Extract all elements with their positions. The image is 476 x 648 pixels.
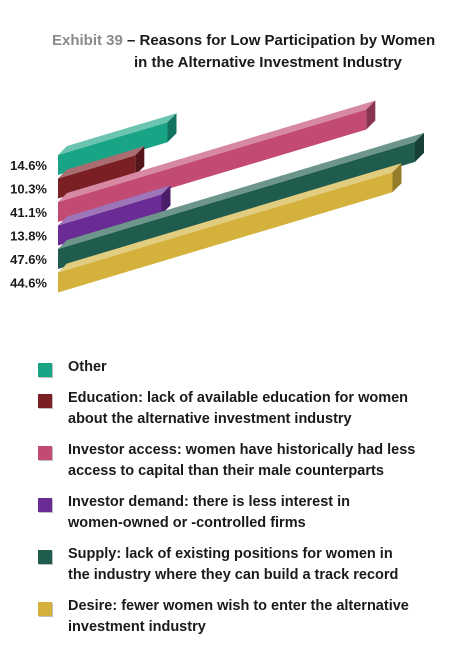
bar-2-front <box>58 155 136 199</box>
bar-5-top <box>58 132 424 249</box>
data-label-2: 10.3% <box>10 182 47 197</box>
legend-swatch <box>38 446 52 460</box>
legend-label: Desire: fewer women wish to enter the al… <box>68 598 409 635</box>
legend-item: Investor demand: there is less interest … <box>36 492 466 534</box>
legend-swatch <box>38 498 52 512</box>
bar-4 <box>58 185 171 246</box>
bar-3-top <box>58 100 376 202</box>
legend-swatch <box>38 363 52 377</box>
bar-6-end <box>392 163 402 193</box>
legend-item: Investor access: women have historically… <box>36 440 466 482</box>
bar-5-front <box>58 141 415 269</box>
bar-6 <box>58 163 402 293</box>
bar-3-front <box>58 109 367 222</box>
data-label-4: 13.8% <box>10 229 47 244</box>
legend-item: Other <box>36 357 466 378</box>
bar-1 <box>58 113 177 175</box>
bar-3-end <box>366 100 376 130</box>
bar-6-top <box>58 163 402 273</box>
legend-label: Investor demand: there is less interest … <box>68 494 351 531</box>
bar-1-front <box>58 122 168 175</box>
title-text-1: – Reasons for Low Participation by Women <box>122 32 436 49</box>
bar-3 <box>58 100 376 222</box>
bar-2-end <box>135 146 145 176</box>
bar-2-top <box>58 146 145 179</box>
data-label-6: 44.6% <box>10 276 47 291</box>
bar-2 <box>58 146 145 199</box>
legend-swatch <box>38 394 52 408</box>
title-line-2: in the Alternative Investment Industry <box>134 54 402 71</box>
legend-label: Supply: lack of existing positions for w… <box>68 546 399 583</box>
legend-swatch <box>38 550 52 564</box>
legend-item: Education: lack of available education f… <box>36 388 466 430</box>
exhibit-number: Exhibit 39 <box>52 32 123 49</box>
bar-4-front <box>58 194 162 246</box>
bar-1-end <box>167 113 177 143</box>
chart-legend: Other Education: lack of available educat… <box>36 357 466 648</box>
bar-4-top <box>58 185 171 226</box>
bar-chart: 14.6% 10.3% 41.1% 13.8% 47.6% 44.6% <box>10 100 424 293</box>
data-label-5: 47.6% <box>10 252 47 267</box>
legend-item: Supply: lack of existing positions for w… <box>36 544 466 586</box>
chart-title: Exhibit 39 – Reasons for Low Participati… <box>52 30 468 74</box>
bar-5 <box>58 132 424 269</box>
legend-swatch <box>38 602 52 616</box>
legend-label: Investor access: women have historically… <box>68 442 416 479</box>
legend-item: Desire: fewer women wish to enter the al… <box>36 596 466 638</box>
data-label-3: 41.1% <box>10 205 47 220</box>
title-line-1: Exhibit 39 – Reasons for Low Participati… <box>52 30 468 52</box>
bar-1-top <box>58 113 177 155</box>
bar-6-front <box>58 172 393 293</box>
bar-5-end <box>415 132 424 162</box>
bar-4-end <box>161 185 171 215</box>
legend-label: Education: lack of available education f… <box>68 390 409 427</box>
legend-label: Other <box>68 359 107 375</box>
data-label-1: 14.6% <box>10 158 47 173</box>
